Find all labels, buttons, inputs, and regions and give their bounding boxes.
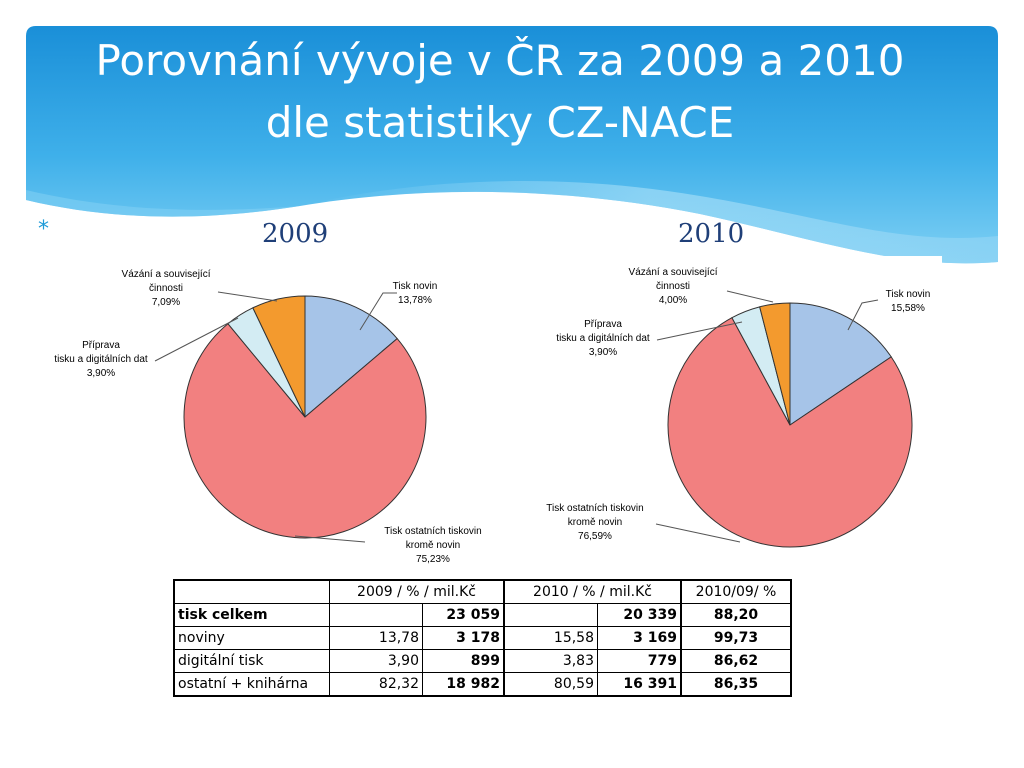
cell-2010-value: 16 391	[597, 672, 682, 697]
slide-title-line-2: dle statistiky CZ-NACE	[265, 98, 735, 147]
cell-2010-percent: 15,58	[503, 626, 598, 650]
cell-ratio: 88,20	[680, 603, 792, 627]
header-cell-2009: 2009 / % / mil.Kč	[329, 579, 505, 604]
cell-ratio: 99,73	[680, 626, 792, 650]
leader-line-2010-3	[726, 290, 774, 303]
row-label: noviny	[173, 626, 330, 650]
cell-2010-value: 779	[597, 649, 682, 673]
table-row: ostatní + knihárna 82,32 18 982 80,59 16…	[173, 672, 792, 697]
pie-label-2010-0: Tisk novin 15,58%	[886, 289, 931, 314]
leader-line-2009-3	[217, 291, 278, 302]
row-label: ostatní + knihárna	[173, 672, 330, 697]
cell-2009-value: 899	[422, 649, 505, 673]
header-cell-ratio: 2010/09/ %	[680, 579, 792, 604]
cell-2009-value: 18 982	[422, 672, 505, 697]
leader-line-2009-2	[154, 317, 239, 362]
pie-label-2010-2: Příprava tisku a digitálních dat 3,90%	[556, 319, 650, 358]
pie-slice-2010-1	[667, 317, 913, 548]
table-row: noviny 13,78 3 178 15,58 3 169 99,73	[173, 626, 792, 650]
pie-slice-2009-0	[304, 295, 398, 419]
leader-line-2009-1	[294, 535, 366, 543]
cell-2009-value: 3 178	[422, 626, 505, 650]
slide-title: Porovnání vývoje v ČR za 2009 a 2010 dle…	[26, 30, 974, 154]
row-label: digitální tisk	[173, 649, 330, 673]
leader-line-2010-1	[655, 523, 741, 543]
cell-2009-percent	[329, 603, 423, 627]
cell-2009-percent: 82,32	[329, 672, 423, 697]
pie-label-2010-3: Vázání a související činnosti 4,00%	[629, 267, 718, 306]
cell-2009-value: 23 059	[422, 603, 505, 627]
cell-2010-value: 3 169	[597, 626, 682, 650]
cell-ratio: 86,62	[680, 649, 792, 673]
cell-2010-percent: 80,59	[503, 672, 598, 697]
pie-slice-2009-1	[183, 323, 427, 539]
table-row: tisk celkem 23 059 20 339 88,20	[173, 603, 792, 627]
row-label: tisk celkem	[173, 603, 330, 627]
bullet-asterisk: *	[38, 217, 49, 242]
pie-label-2010-1: Tisk ostatních tiskovin kromě novin 76,59%	[546, 503, 643, 542]
pie-slice-2010-3	[759, 302, 791, 426]
leader-line-2009-0	[359, 292, 397, 331]
slide-title-line-1: Porovnání vývoje v ČR za 2009 a 2010	[95, 36, 905, 85]
pie-label-2009-0: Tisk novin 13,78%	[393, 281, 438, 306]
chart-title-2010: 2010	[678, 219, 745, 249]
cell-2010-percent	[503, 603, 598, 627]
cell-2009-percent: 13,78	[329, 626, 423, 650]
pie-slice-2009-3	[252, 295, 306, 418]
leader-line-2010-2	[656, 321, 743, 341]
chart-title-2009: 2009	[262, 219, 329, 249]
cell-2009-percent: 3,90	[329, 649, 423, 673]
table-row: digitální tisk 3,90 899 3,83 779 86,62	[173, 649, 792, 673]
header-cell-2010: 2010 / % / mil.Kč	[503, 579, 682, 604]
pie-label-2009-3: Vázání a související činnosti 7,09%	[122, 269, 211, 308]
pie-label-2009-2: Příprava tisku a digitálních dat 3,90%	[54, 340, 148, 379]
pie-slice-2010-0	[789, 302, 892, 426]
header-cell-empty	[173, 579, 330, 604]
cell-2010-value: 20 339	[597, 603, 682, 627]
pie-label-2009-1: Tisk ostatních tiskovin kromě novin 75,23%	[384, 526, 481, 565]
leader-line-2010-0	[847, 299, 879, 331]
cell-ratio: 86,35	[680, 672, 792, 697]
comparison-table: 2009 / % / mil.Kč 2010 / % / mil.Kč 2010…	[173, 579, 792, 697]
cell-2010-percent: 3,83	[503, 649, 598, 673]
table-header-row: 2009 / % / mil.Kč 2010 / % / mil.Kč 2010…	[173, 579, 792, 604]
